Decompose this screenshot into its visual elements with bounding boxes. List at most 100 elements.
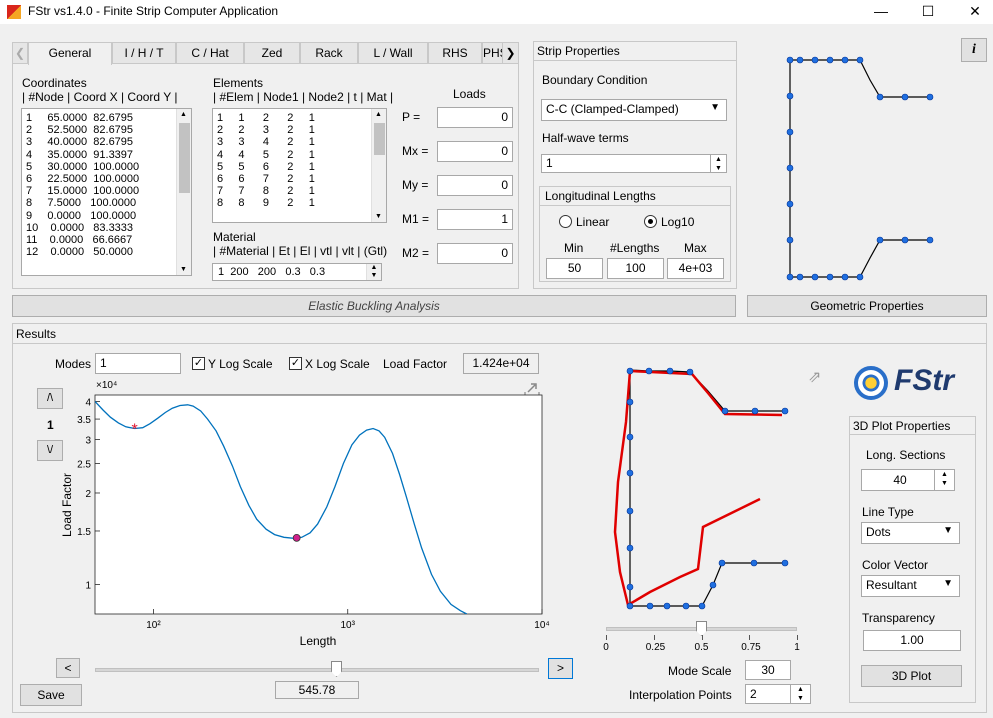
app-icon: [7, 5, 21, 19]
color-vector-select[interactable]: Resultant ▼: [861, 575, 960, 597]
maximize-button[interactable]: ☐: [921, 3, 935, 19]
list-row: 8 7.5000 100.0000: [26, 197, 137, 210]
load-input[interactable]: 0: [437, 141, 513, 162]
buckling-curve-line: [95, 400, 468, 614]
boundary-condition-label: Boundary Condition: [542, 73, 648, 87]
long-sections-input[interactable]: 40 ▲ ▼: [861, 469, 955, 491]
tab-phs[interactable]: PHS: [482, 42, 504, 64]
next-length-button[interactable]: >: [548, 658, 573, 679]
chevron-down-icon: ▼: [943, 525, 953, 536]
load-input[interactable]: 0: [437, 175, 513, 196]
tab-rhs[interactable]: RHS: [428, 42, 482, 64]
long-sections-spinner[interactable]: ▲ ▼: [934, 470, 954, 490]
n-lengths-input[interactable]: 100: [607, 258, 664, 279]
geometric-properties-button[interactable]: Geometric Properties: [747, 295, 987, 317]
transparency-label: Transparency: [862, 611, 935, 625]
x-log-checkbox[interactable]: ✓: [289, 357, 302, 370]
interpolation-input[interactable]: 2 ▲ ▼: [745, 684, 811, 704]
export-mode-icon[interactable]: ⇗: [808, 369, 822, 386]
half-wave-input[interactable]: 1 ▲ ▼: [541, 154, 727, 173]
tab-zed[interactable]: Zed: [244, 42, 300, 64]
list-row: 11 0.0000 66.6667: [26, 234, 133, 247]
load-factor-label: Load Factor: [383, 357, 448, 371]
n-lengths-label: #Lengths: [610, 241, 660, 255]
x-tick-label: 10²: [146, 620, 161, 631]
y-tick-label: 3: [85, 435, 91, 446]
transparency-input[interactable]: 1.00: [863, 630, 961, 651]
min-length-input[interactable]: 50: [546, 258, 603, 279]
plot3d-button[interactable]: 3D Plot: [861, 665, 962, 687]
half-wave-label: Half-wave terms: [542, 131, 629, 145]
length-value: 545.78: [275, 681, 359, 699]
plot3d-title: 3D Plot Properties: [853, 419, 951, 433]
tab-rack[interactable]: Rack: [300, 42, 358, 64]
tab-c-hat[interactable]: C / Hat: [176, 42, 244, 64]
line-type-value: Dots: [866, 525, 891, 539]
y-log-checkbox[interactable]: ✓: [192, 357, 205, 370]
material-row: 1 200 200 0.3 0.3: [215, 266, 326, 278]
chevron-down-icon: ▼: [943, 578, 953, 589]
list-row: 9 0.0000 100.0000: [26, 209, 137, 222]
list-row: 8 8 9 2 1: [217, 197, 315, 210]
tab-scroll-right[interactable]: ❯: [502, 42, 519, 64]
tab-l-wall[interactable]: L / Wall: [358, 42, 428, 64]
line-type-select[interactable]: Dots ▼: [861, 522, 960, 544]
buckling-curve-chart[interactable]: ×10⁴ 10² 10³ 10⁴ 1 1.5 2 2.5 3 3.5 4 * Length Loa…: [40, 375, 555, 650]
material-scrollbar[interactable]: ▲ ▼: [366, 264, 381, 280]
elements-title: Elements: [213, 76, 264, 90]
coordinates-rows: 1 65.0000 82.6795 2 52.5000 82.6795 3 40.0…: [22, 109, 191, 258]
load-input[interactable]: 0: [437, 243, 513, 264]
max-length-input[interactable]: 4e+03: [667, 258, 724, 279]
modes-input[interactable]: 1: [95, 353, 181, 374]
linear-radio[interactable]: [559, 215, 572, 228]
tab-scroll-left[interactable]: ❮: [12, 42, 28, 64]
load-input[interactable]: 0: [437, 107, 513, 128]
longitudinal-title: Longitudinal Lengths: [545, 189, 656, 203]
tab-general[interactable]: General: [28, 42, 112, 65]
prev-length-button[interactable]: <: [56, 658, 80, 678]
scale-tick-label: 0: [603, 642, 609, 653]
mode-up-button[interactable]: /\: [37, 388, 63, 409]
half-wave-spinner[interactable]: ▲ ▼: [710, 155, 726, 172]
save-button[interactable]: Save: [20, 684, 82, 706]
linear-label: Linear: [576, 215, 610, 229]
elastic-buckling-button[interactable]: Elastic Buckling Analysis: [12, 295, 736, 317]
boundary-condition-select[interactable]: C-C (Clamped-Clamped) ▼: [541, 99, 727, 121]
scale-tick-label: 0.25: [645, 642, 666, 653]
coordinates-list[interactable]: 1 65.0000 82.6795 2 52.5000 82.6795 3 40.0…: [21, 108, 192, 276]
color-vector-value: Resultant: [866, 578, 917, 592]
minimize-button[interactable]: —: [874, 3, 888, 19]
material-list[interactable]: 1 200 200 0.3 0.3 ▲ ▼: [212, 263, 382, 281]
coordinates-title: Coordinates: [22, 76, 87, 90]
mode-down-button[interactable]: \/: [37, 440, 63, 461]
chevron-down-icon: ▼: [710, 102, 720, 113]
long-sections-label: Long. Sections: [866, 448, 946, 462]
mode-scale-input[interactable]: 30: [745, 660, 791, 680]
chart-ylabel: Load Factor: [60, 473, 74, 537]
load-input[interactable]: 1: [437, 209, 513, 230]
title-bar: FStr vs1.4.0 - Finite Strip Computer App…: [0, 0, 993, 24]
list-row: 7 15.0000 100.0000: [26, 185, 140, 198]
mode-shape-plot: [613, 367, 789, 610]
coordinates-scrollbar[interactable]: ▲ ▼: [176, 109, 191, 275]
line-type-label: Line Type: [862, 505, 914, 519]
scale-tick-label: 0.5: [694, 642, 709, 653]
critical-point-marker: *: [132, 421, 138, 438]
interpolation-value: 2: [750, 687, 757, 701]
log10-radio[interactable]: [644, 215, 657, 228]
export-icon[interactable]: [524, 383, 540, 397]
log10-label: Log10: [661, 215, 695, 229]
tab-ihT[interactable]: I / H / T: [112, 42, 176, 64]
interpolation-spinner[interactable]: ▲ ▼: [790, 685, 810, 703]
info-button[interactable]: i: [961, 38, 987, 62]
close-button[interactable]: ✕: [969, 3, 981, 19]
elements-scrollbar[interactable]: ▲ ▼: [371, 109, 386, 222]
list-row: 1 65.0000 82.6795: [26, 112, 134, 124]
mode-number: 1: [47, 418, 54, 432]
length-slider-thumb[interactable]: [331, 661, 342, 677]
length-slider-track[interactable]: [95, 668, 539, 672]
load-label: M1 =: [402, 212, 430, 226]
list-row: 12 0.0000 50.0000: [26, 246, 134, 259]
